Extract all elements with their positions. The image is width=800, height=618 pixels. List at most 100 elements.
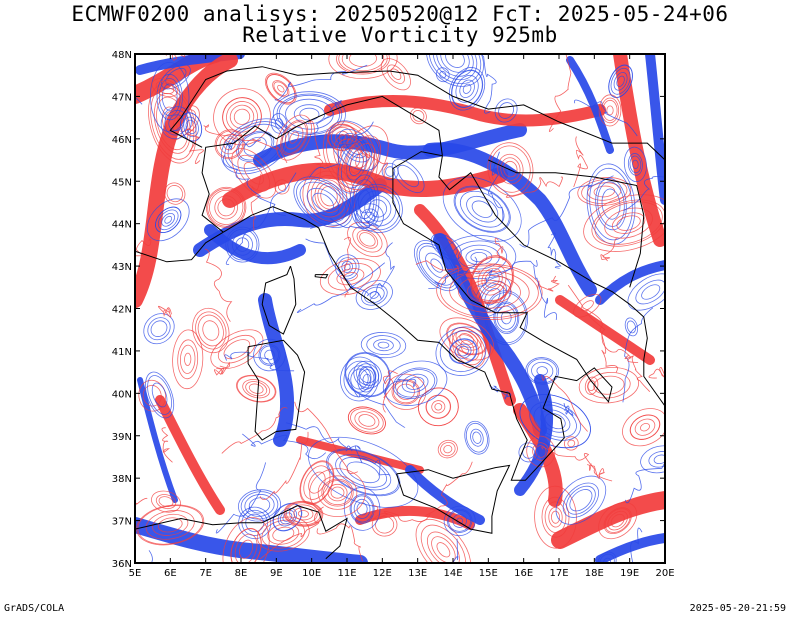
vorticity-contour <box>146 198 190 242</box>
vorticity-contour <box>136 504 205 546</box>
vorticity-contour <box>597 181 625 227</box>
vorticity-contour <box>346 149 367 181</box>
vorticity-contour-line <box>316 523 363 562</box>
vorticity-contour-line <box>285 422 353 452</box>
vorticity-contour <box>464 420 490 455</box>
vorticity-band <box>258 293 295 447</box>
vorticity-contour <box>231 148 277 199</box>
sicily <box>396 464 511 534</box>
tunisia-coast <box>261 505 348 560</box>
vorticity-contour <box>243 136 267 156</box>
vorticity-contour <box>349 494 375 524</box>
vorticity-contour <box>172 329 204 390</box>
vorticity-contour <box>563 436 579 451</box>
vorticity-contour <box>417 387 459 427</box>
vorticity-contour <box>459 190 505 228</box>
vorticity-contour <box>224 121 286 172</box>
vorticity-contour <box>202 320 220 341</box>
lat-tick-label: 48N <box>112 50 132 61</box>
vorticity-contour <box>600 97 620 124</box>
vorticity-contour <box>540 409 571 433</box>
vorticity-contour <box>603 507 632 534</box>
vorticity-contour <box>177 339 199 380</box>
vorticity-contour <box>147 317 171 341</box>
vorticity-contour <box>416 242 458 289</box>
vorticity-contour <box>457 345 469 357</box>
vorticity-contour <box>168 114 185 132</box>
vorticity-contour <box>442 176 522 242</box>
vorticity-contour-line <box>308 121 374 178</box>
italy-peninsula <box>223 151 613 481</box>
vorticity-contour <box>343 360 376 398</box>
vorticity-contour <box>327 123 358 152</box>
vorticity-contour <box>267 523 300 545</box>
vorticity-band <box>645 54 665 205</box>
vorticity-contour <box>321 478 354 507</box>
vorticity-contour <box>326 448 401 497</box>
coastline-layer <box>135 66 665 563</box>
vorticity-contour <box>613 71 628 91</box>
vorticity-contour <box>151 382 168 408</box>
vorticity-contour <box>266 74 296 104</box>
vorticity-contour <box>155 206 182 233</box>
vorticity-contour <box>323 480 352 506</box>
vorticity-contour <box>544 413 566 430</box>
vorticity-contour <box>185 119 197 135</box>
vorticity-contour-line <box>477 260 538 287</box>
vorticity-band <box>595 260 665 305</box>
vorticity-contour <box>284 501 323 527</box>
vorticity-contour <box>312 192 334 212</box>
vorticity-contour <box>481 267 503 292</box>
vorticity-contour <box>525 357 560 385</box>
sardinia <box>247 339 306 441</box>
vorticity-contour <box>392 367 438 400</box>
vorticity-contour <box>217 198 235 217</box>
vorticity-contour <box>518 442 539 463</box>
vorticity-contour <box>493 301 520 334</box>
vorticity-contour-line <box>296 262 386 313</box>
vorticity-contour <box>627 153 643 176</box>
vorticity-contour <box>598 94 622 127</box>
vorticity-contour <box>327 449 399 496</box>
vorticity-contour <box>456 517 464 525</box>
vorticity-contour <box>371 513 398 537</box>
vorticity-contour-line <box>135 497 148 506</box>
vorticity-contour <box>610 513 625 528</box>
vorticity-contour <box>349 174 380 229</box>
corsica <box>261 265 297 335</box>
vorticity-contour <box>273 81 289 96</box>
vorticity-contour <box>391 379 420 405</box>
vorticity-contour <box>289 131 299 144</box>
vorticity-contour <box>214 129 245 160</box>
lon-tick-label: 9E <box>270 568 283 579</box>
vorticity-contour <box>453 185 511 233</box>
vorticity-contour <box>308 436 419 508</box>
vorticity-contour <box>343 487 381 531</box>
vorticity-contour-line <box>215 462 266 534</box>
vorticity-contour <box>606 105 614 116</box>
vorticity-contour <box>229 104 255 129</box>
elba <box>314 274 329 279</box>
lon-tick-label: 15E <box>479 568 498 579</box>
vorticity-contour <box>289 504 318 524</box>
vorticity-contour-line <box>452 538 459 563</box>
vorticity-contour <box>390 68 402 80</box>
lon-tick-label: 8E <box>235 568 248 579</box>
vorticity-contour <box>264 349 275 361</box>
vorticity-contour-line <box>384 378 417 395</box>
vorticity-contour <box>335 254 360 280</box>
vorticity-contour <box>602 99 618 121</box>
vorticity-contour-line <box>600 237 619 262</box>
vorticity-contour <box>439 317 495 361</box>
algeria-coast <box>135 517 263 530</box>
vorticity-band <box>613 54 665 247</box>
vorticity-contour-line <box>548 54 572 132</box>
vorticity-contour-line <box>203 124 288 164</box>
slovenia-croatia-coast <box>438 155 665 407</box>
lat-tick-label: 47N <box>112 92 132 103</box>
vorticity-contour <box>626 320 636 334</box>
vorticity-contour <box>350 495 374 523</box>
vorticity-contour <box>156 96 189 151</box>
vorticity-contour <box>157 517 183 533</box>
